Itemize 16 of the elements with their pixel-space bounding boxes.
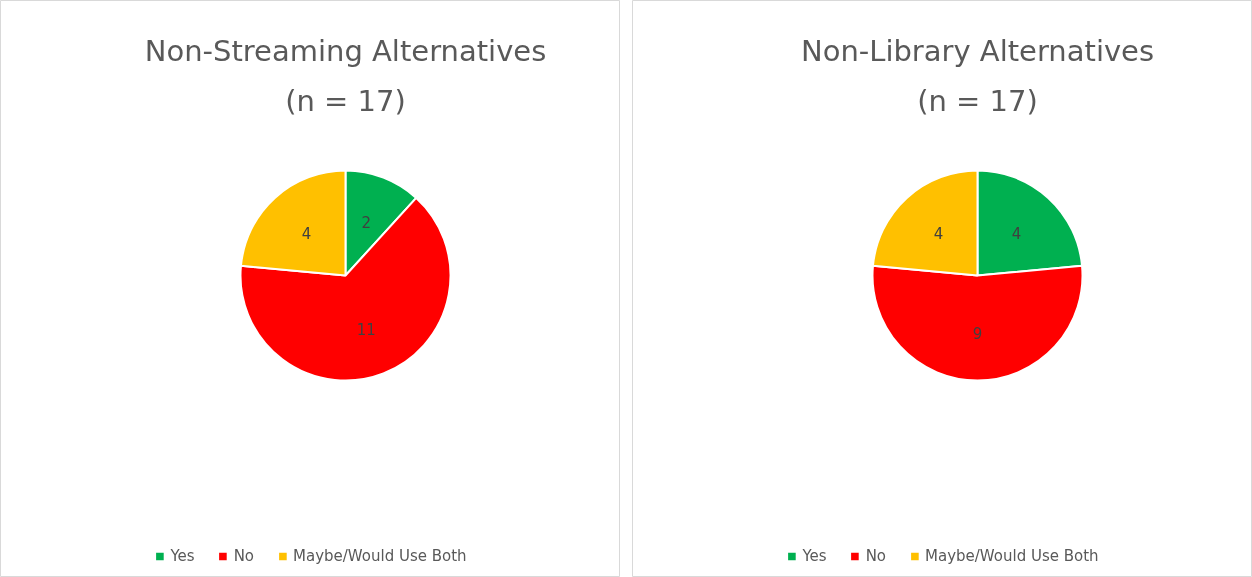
data-label: 4 xyxy=(1011,224,1022,243)
legend-label: Maybe/Would Use Both xyxy=(293,547,467,565)
legend-label: Yes xyxy=(802,547,827,565)
data-label: 2 xyxy=(361,213,372,232)
chart-title: Non-Streaming Alternatives xyxy=(144,33,547,68)
chart-title: Non-Library Alternatives xyxy=(800,33,1155,68)
data-label: 9 xyxy=(972,325,983,344)
legend-label: Maybe/Would Use Both xyxy=(925,547,1099,565)
data-label: 4 xyxy=(933,224,944,243)
chart-subtitle: (n = 17) xyxy=(917,83,1038,118)
data-label: 11 xyxy=(356,321,376,340)
legend-label: No xyxy=(865,547,887,565)
legend-label: No xyxy=(233,547,255,565)
data-label: 4 xyxy=(301,224,312,243)
chart-subtitle: (n = 17) xyxy=(285,83,406,118)
legend-label: Yes xyxy=(170,547,195,565)
